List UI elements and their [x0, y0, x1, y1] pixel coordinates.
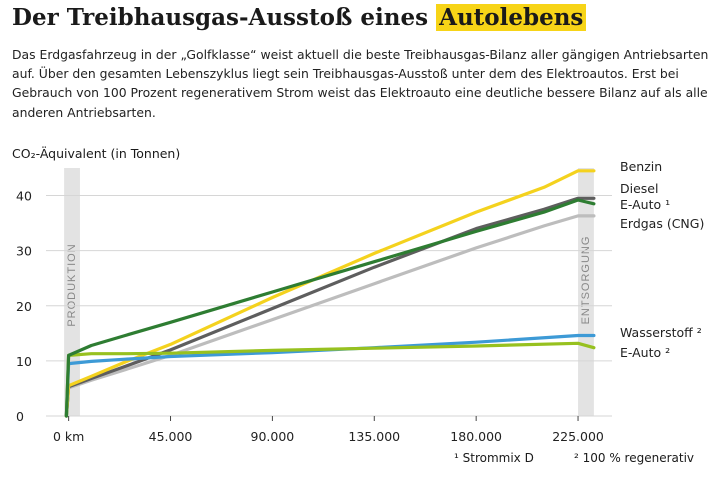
title-highlight: Autolebens: [436, 4, 587, 31]
series-label-wasserstoff: Wasserstoff ²: [620, 325, 702, 340]
chart-title: Der Treibhausgas-Ausstoß eines Autoleben…: [12, 4, 587, 31]
footnote-strommix: ¹ Strommix D: [454, 451, 534, 465]
x-tick-label: 135.000: [348, 429, 400, 444]
intro-text: Das Erdgasfahrzeug in der „Golfklasse“ w…: [12, 47, 709, 120]
series-line-wasserstoff: [64, 333, 596, 418]
series-label-benzin: Benzin: [620, 159, 662, 174]
series-label-erdgas: Erdgas (CNG): [620, 216, 704, 231]
series-line-diesel: [64, 196, 596, 418]
footnote-regenerativ: ² 100 % regenerativ: [574, 451, 695, 465]
title-main: Der Treibhausgas-Ausstoß eines: [12, 4, 429, 31]
x-tick-label: 45.000: [149, 429, 193, 444]
series-line-erdgas: [64, 214, 596, 418]
x-tick-label: 180.000: [450, 429, 502, 444]
y-tick-label: 40: [16, 189, 32, 204]
y-tick-label: 20: [16, 299, 32, 314]
x-tick-label: 225.000: [552, 429, 604, 444]
x-tick-label: 0 km: [53, 429, 84, 444]
series-line-eauto1: [64, 198, 596, 418]
series-line-benzin: [64, 169, 596, 418]
y-tick-label: 0: [16, 409, 24, 424]
series-label-diesel: Diesel: [620, 181, 658, 196]
y-tick-label: 30: [16, 244, 32, 259]
series-label-eauto1: E-Auto ¹: [620, 197, 670, 212]
y-axis-label: CO₂-Äquivalent (in Tonnen): [12, 146, 181, 161]
series-line-eauto2: [64, 341, 596, 418]
y-tick-label: 10: [16, 354, 32, 369]
band-entsorgung: [578, 168, 594, 416]
x-tick-label: 90.000: [251, 429, 295, 444]
series-label-eauto2: E-Auto ²: [620, 345, 670, 360]
band-label: ENTSORGUNG: [580, 236, 592, 325]
band-label: PRODUKTION: [66, 243, 78, 326]
